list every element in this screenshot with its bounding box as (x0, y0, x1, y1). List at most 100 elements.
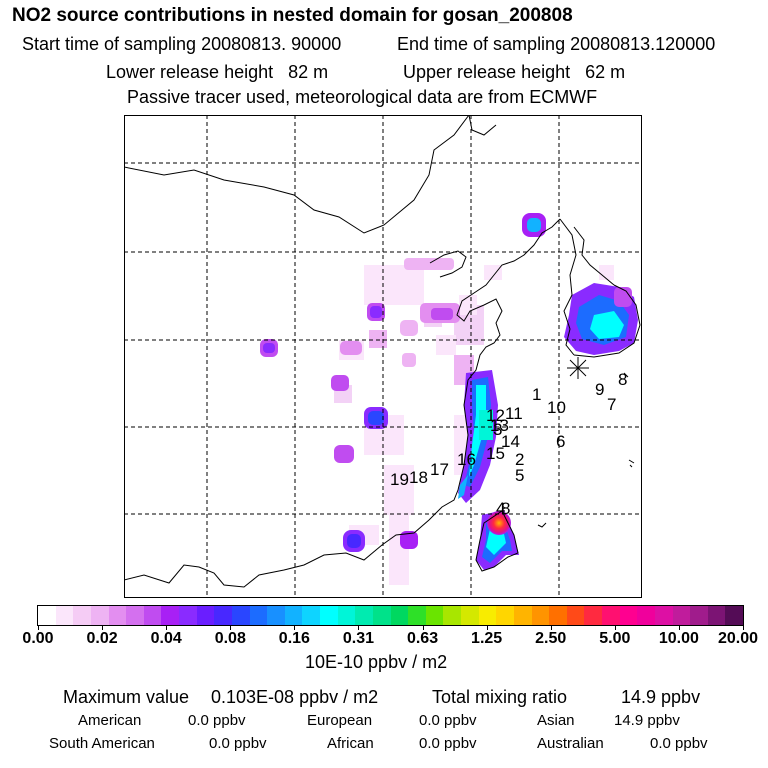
colorbar-swatch (38, 606, 56, 625)
max-value-label: Maximum value (63, 687, 190, 707)
colorbar-tick (358, 626, 360, 630)
colorbar-tick-label: 20.00 (717, 630, 759, 647)
colorbar-swatch (672, 606, 691, 625)
colorbar-tick-label: 2.50 (535, 630, 567, 647)
colorbar-tick (486, 626, 488, 630)
colorbar-tick (166, 626, 168, 630)
colorbar-swatch (179, 606, 197, 625)
receptor-star-icon (567, 357, 589, 379)
colorbar-tick-label: 10.00 (658, 630, 699, 647)
source-label-8-taiwan: 8 (501, 499, 510, 518)
region-value: 0.0 ppbv (209, 735, 267, 752)
map-frame (124, 115, 642, 598)
total-mixing-label: Total mixing ratio (432, 687, 568, 707)
source-label-10: 10 (547, 398, 566, 417)
graticule (124, 115, 642, 598)
colorbar-tick (678, 626, 680, 630)
colorbar-swatch (90, 606, 109, 625)
source-label-11: 11 (505, 404, 523, 423)
colorbar-swatch (690, 606, 708, 625)
colorbar-swatch (161, 606, 179, 625)
source-label-5: 5 (515, 466, 524, 485)
source-label-4: 4 (496, 499, 505, 518)
colorbar-tick (38, 626, 39, 630)
start-sampling-time: Start time of sampling 20080813. 90000 (22, 34, 342, 54)
colorbar-tick (743, 626, 744, 630)
colorbar-swatch (355, 606, 373, 625)
source-label-18: 18 (409, 468, 428, 487)
colorbar-tick-label: 0.63 (406, 630, 439, 647)
source-label-2: 2 (515, 450, 524, 469)
colorbar-swatch (214, 606, 232, 625)
colorbar-tick-label: 0.31 (342, 630, 375, 647)
region-value: 14.9 ppbv (614, 712, 680, 729)
colorbar-swatch (231, 606, 250, 625)
source-label-13: 13 (490, 416, 509, 435)
colorbar-tick-label: 5.00 (599, 630, 631, 647)
colorbar-swatch (549, 606, 567, 625)
tracer-note: Passive tracer used, meteorological data… (127, 87, 598, 107)
region-name: European (307, 712, 373, 729)
colorbar-tick-label: 0.02 (86, 630, 118, 647)
colorbar-swatch (637, 606, 655, 625)
colorbar-swatch (390, 606, 409, 625)
colorbar-tick-label: 0.00 (22, 630, 54, 647)
region-value: 0.0 ppbv (188, 712, 246, 729)
colorbar-swatch (143, 606, 162, 625)
colorbar-swatch (513, 606, 532, 625)
map-title: NO2 source contributions in nested domai… (12, 5, 573, 26)
source-label-3: 3 (493, 420, 502, 439)
colorbar-swatch (602, 606, 620, 625)
colorbar-swatch (372, 606, 391, 625)
colorbar-swatch (461, 606, 479, 625)
colorbar-swatch (443, 606, 461, 625)
lower-release-height: Lower release height 82 m (106, 62, 329, 82)
map-panel: 1 2 3 4 5 6 7 8 9 10 11 12 13 14 15 16 17 18 19 8 (124, 115, 642, 598)
colorbar-swatch (196, 606, 215, 625)
source-label-1: 1 (532, 385, 541, 404)
source-label-12: 12 (486, 406, 505, 425)
colorbar-swatch (126, 606, 144, 625)
plume-korea (564, 283, 638, 355)
colorbar-tick (230, 626, 232, 630)
colorbar-swatch (725, 606, 743, 625)
region-name: Australian (537, 735, 604, 752)
end-sampling-time: End time of sampling 20080813.120000 (397, 34, 716, 54)
colorbar-swatch (73, 606, 91, 625)
source-label-9: 9 (595, 380, 604, 399)
colorbar-swatch (478, 606, 497, 625)
region-value: 0.0 ppbv (419, 712, 477, 729)
colorbar-tick-label: 1.25 (471, 630, 503, 647)
colorbar-swatch (619, 606, 638, 625)
region-name: South American (49, 735, 155, 752)
source-label-8: 8 (618, 370, 627, 389)
colorbar-tick (294, 626, 296, 630)
colorbar-swatch (267, 606, 285, 625)
colorbar-swatch (337, 606, 356, 625)
colorbar-tick (614, 626, 616, 630)
colorbar-tick-label: 0.04 (150, 630, 182, 647)
colorbar-swatch (249, 606, 268, 625)
colorbar-swatch (531, 606, 550, 625)
colorbar-swatch (584, 606, 602, 625)
source-label-17: 17 (430, 460, 449, 479)
colorbar-tick (102, 626, 104, 630)
source-label-16: 16 (457, 450, 476, 469)
colorbar-swatch (654, 606, 673, 625)
colorbar-swatch (496, 606, 514, 625)
colorbar-swatch (408, 606, 426, 625)
colorbar-tick-label: 0.16 (278, 630, 310, 647)
colorbar-tick (422, 626, 424, 630)
colorbar-swatch (284, 606, 303, 625)
total-mixing-value: 14.9 ppbv (621, 687, 701, 707)
source-label-19: 19 (390, 470, 409, 489)
colorbar-swatch (320, 606, 338, 625)
colorbar-swatch (425, 606, 444, 625)
region-name: African (327, 735, 374, 752)
colorbar (37, 605, 744, 626)
upper-release-height: Upper release height 62 m (403, 62, 626, 82)
source-label-7: 7 (607, 395, 616, 414)
source-label-15: 15 (486, 444, 505, 463)
